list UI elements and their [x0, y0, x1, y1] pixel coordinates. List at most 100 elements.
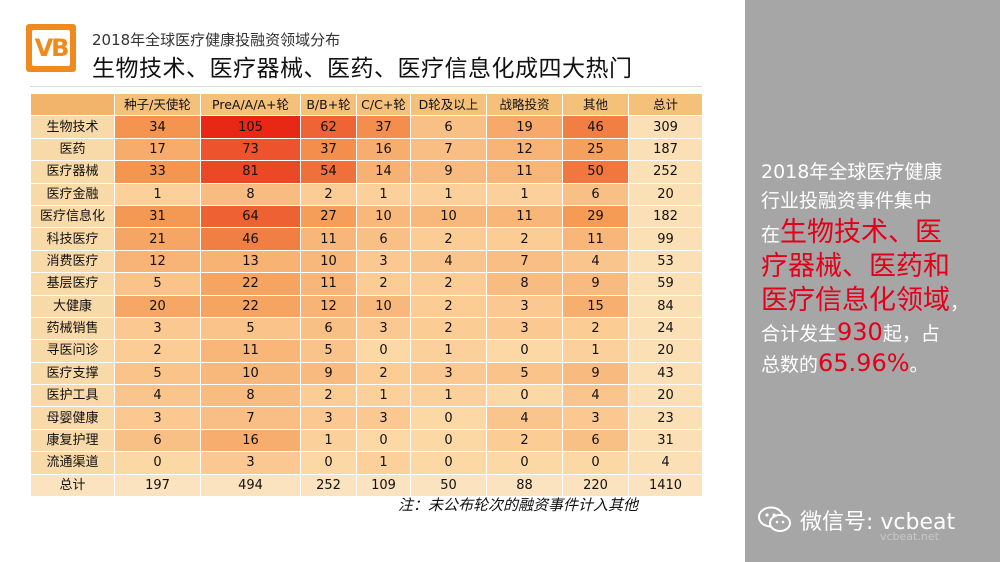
- heat-cell: 8: [486, 272, 563, 296]
- heat-cell: 0: [410, 428, 487, 453]
- heat-cell: 6: [356, 227, 411, 251]
- heat-cell: 3: [562, 406, 629, 430]
- row-total-cell: 4: [628, 451, 703, 475]
- corner-cell: [30, 92, 115, 117]
- heat-cell: 20: [114, 294, 201, 318]
- heat-cell: 4: [562, 384, 629, 408]
- table-row: 医疗信息化 31 64 27 10 10 11 29 182: [30, 204, 703, 229]
- summary-highlight: 医疗信息化领域: [761, 285, 950, 316]
- heat-cell: 46: [200, 227, 301, 251]
- heat-cell: 34: [114, 115, 201, 139]
- heat-cell: 2: [114, 339, 201, 363]
- heat-cell: 3: [114, 316, 201, 341]
- summary-line: 总数的65.96%。: [761, 349, 993, 380]
- row-total-cell: 59: [628, 272, 703, 296]
- heat-cell: 7: [410, 137, 487, 162]
- slide: VB 2018年全球医疗健康投融资领域分布 生物技术、医疗器械、医药、医疗信息化…: [26, 24, 703, 514]
- heat-cell: 1: [356, 451, 411, 475]
- table-row: 生物技术 34 105 62 37 6 19 46 309: [30, 115, 703, 139]
- row-label: 大健康: [30, 294, 115, 318]
- table-row: 基层医疗 5 22 11 2 2 8 9 59: [30, 272, 703, 296]
- row-total-cell: 20: [628, 384, 703, 408]
- row-total-cell: 53: [628, 249, 703, 274]
- heat-cell: 27: [300, 204, 357, 229]
- table-row: 医药 17 73 37 16 7 12 25 187: [30, 137, 703, 162]
- heat-cell: 10: [356, 294, 411, 318]
- heat-cell: 1: [300, 428, 357, 453]
- row-label: 医疗器械: [30, 160, 115, 184]
- row-total-cell: 20: [628, 339, 703, 363]
- heat-cell: 46: [562, 115, 629, 139]
- summary-prefix: 在: [761, 224, 781, 246]
- row-label: 医疗金融: [30, 182, 115, 206]
- heat-cell: 105: [200, 115, 301, 139]
- heat-cell: 5: [486, 361, 563, 386]
- heat-cell: 3: [356, 406, 411, 430]
- heat-cell: 12: [114, 249, 201, 274]
- table-row: 科技医疗 21 46 11 6 2 2 11 99: [30, 227, 703, 251]
- column-header: 其他: [562, 92, 629, 117]
- heat-cell: 62: [300, 115, 357, 139]
- slide-subtitle: 2018年全球医疗健康投融资领域分布: [92, 31, 341, 49]
- heat-cell: 0: [356, 428, 411, 453]
- heat-cell: 25: [562, 137, 629, 162]
- heat-cell: 2: [356, 361, 411, 386]
- heat-cell: 11: [486, 204, 563, 229]
- heat-cell: 12: [486, 137, 563, 162]
- row-label: 医护工具: [30, 384, 115, 408]
- row-total-cell: 252: [628, 160, 703, 184]
- heat-cell: 3: [486, 294, 563, 318]
- heat-cell: 2: [410, 316, 487, 341]
- heat-cell: 54: [300, 160, 357, 184]
- summary-comma: ，: [950, 292, 970, 314]
- heat-cell: 5: [300, 339, 357, 363]
- footnote: 注：未公布轮次的融资事件计入其他: [398, 496, 639, 514]
- summary-line: 医疗信息化领域，: [761, 284, 993, 318]
- summary-highlight: 疗器械、医药和: [761, 251, 950, 282]
- summary-text: 。: [909, 354, 929, 376]
- table-row: 医疗支撑 5 10 9 2 3 5 9 43: [30, 361, 703, 386]
- heat-cell: 7: [486, 249, 563, 274]
- summary-line: 2018年全球医疗健康: [761, 161, 943, 183]
- column-header: 总计: [628, 92, 703, 117]
- heat-cell: 2: [486, 227, 563, 251]
- vcbeat-logo: VB: [26, 24, 76, 72]
- column-total-cell: 220: [562, 473, 629, 498]
- heat-cell: 3: [410, 361, 487, 386]
- summary-percent: 65.96%: [818, 349, 910, 377]
- row-label: 生物技术: [30, 115, 115, 139]
- heatmap-table: 种子/天使轮 PreA/A/A+轮 B/B+轮 C/C+轮 D轮及以上 战略投资 其他 总计 …: [30, 92, 703, 498]
- heat-cell: 2: [300, 182, 357, 206]
- heat-cell: 6: [300, 316, 357, 341]
- heat-cell: 21: [114, 227, 201, 251]
- table-row: 寻医问诊 2 11 5 0 1 0 1 20: [30, 339, 703, 363]
- wechat-label: 微信号: vcbeat: [800, 510, 956, 535]
- row-label: 消费医疗: [30, 249, 115, 274]
- heat-cell: 3: [300, 406, 357, 430]
- row-total-cell: 24: [628, 316, 703, 341]
- heat-cell: 37: [300, 137, 357, 162]
- heat-cell: 13: [200, 249, 301, 274]
- slide-title: 生物技术、医疗器械、医药、医疗信息化成四大热门: [92, 56, 633, 82]
- row-label: 寻医问诊: [30, 339, 115, 363]
- heat-cell: 2: [562, 316, 629, 341]
- heat-cell: 5: [200, 316, 301, 341]
- heat-cell: 3: [200, 451, 301, 475]
- heat-cell: 33: [114, 160, 201, 184]
- row-total-cell: 20: [628, 182, 703, 206]
- summary-highlight: 生物技术、医: [780, 217, 943, 248]
- heat-cell: 9: [300, 361, 357, 386]
- heat-cell: 6: [562, 182, 629, 206]
- heat-cell: 3: [356, 316, 411, 341]
- table-row: 大健康 20 22 12 10 2 3 15 84: [30, 294, 703, 318]
- row-label: 流通渠道: [30, 451, 115, 475]
- row-label: 医疗支撑: [30, 361, 115, 386]
- heat-cell: 12: [300, 294, 357, 318]
- heat-cell: 2: [410, 227, 487, 251]
- row-total-cell: 309: [628, 115, 703, 139]
- heat-cell: 10: [200, 361, 301, 386]
- total-row-label: 总计: [30, 473, 115, 498]
- heat-cell: 2: [486, 428, 563, 453]
- heat-cell: 16: [356, 137, 411, 162]
- row-label: 母婴健康: [30, 406, 115, 430]
